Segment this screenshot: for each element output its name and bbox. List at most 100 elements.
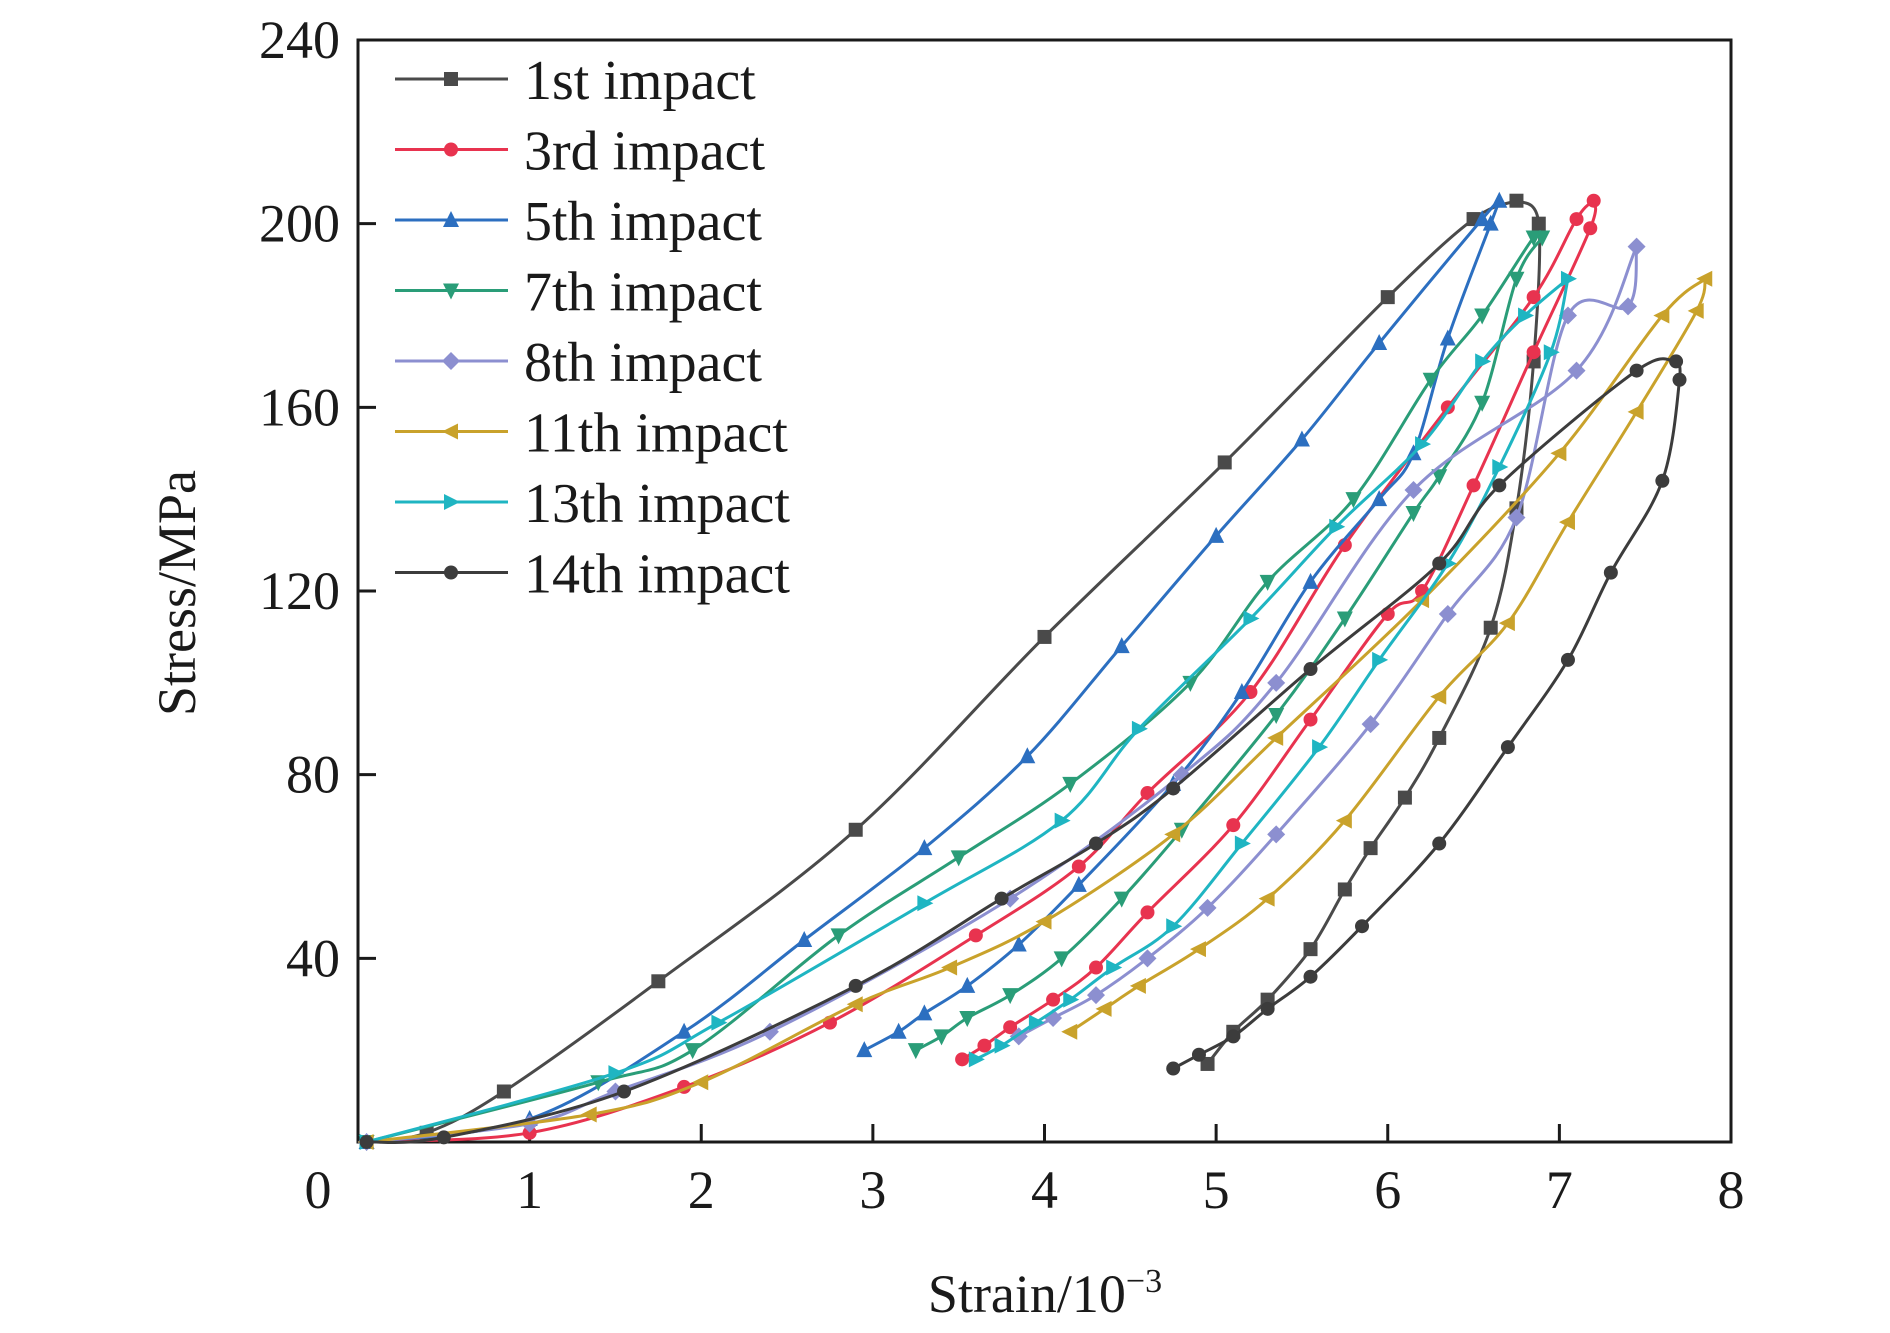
data-point	[1603, 565, 1618, 580]
data-point	[1088, 836, 1103, 851]
data-point	[1259, 574, 1276, 591]
data-point	[1063, 991, 1080, 1008]
data-point	[1037, 629, 1052, 644]
y-tick-label: 120	[259, 561, 340, 621]
x-tick-label: 4	[1031, 1160, 1058, 1220]
data-point	[1687, 302, 1704, 319]
data-point	[848, 822, 863, 837]
data-point	[1531, 216, 1546, 231]
data-point	[1543, 344, 1560, 361]
data-point	[1498, 615, 1515, 632]
data-point	[1335, 812, 1352, 829]
x-tick-label: 1	[516, 1160, 543, 1220]
data-point	[1415, 436, 1432, 453]
data-point	[1234, 835, 1251, 852]
data-point	[1166, 918, 1183, 935]
series-8	[359, 354, 1687, 1149]
legend-label: 14th impact	[524, 544, 790, 606]
legend-item: 3rd impact	[395, 121, 765, 183]
data-point	[830, 928, 847, 945]
data-point	[1010, 935, 1027, 952]
data-point	[496, 1084, 511, 1099]
legend-marker	[442, 352, 460, 370]
data-point	[933, 1029, 950, 1046]
data-point	[1233, 683, 1250, 700]
data-point	[1432, 556, 1447, 571]
data-point	[1432, 836, 1447, 851]
data-point	[1655, 473, 1670, 488]
legend-item: 13th impact	[395, 473, 790, 535]
data-point	[359, 1135, 374, 1149]
legend-label: 3rd impact	[524, 121, 765, 183]
data-point	[1422, 372, 1439, 389]
data-point	[1303, 712, 1318, 727]
x-axis-title: Strain/10−3	[928, 1263, 1162, 1324]
data-point	[1198, 898, 1217, 917]
data-point	[1653, 307, 1670, 324]
data-point	[1088, 960, 1103, 975]
y-axis-title: Stress/MPa	[147, 470, 207, 716]
data-point	[1166, 781, 1181, 796]
data-point	[1226, 1029, 1241, 1044]
data-point	[846, 996, 863, 1013]
data-point	[1372, 651, 1389, 668]
data-point	[617, 1084, 632, 1099]
data-point	[1002, 988, 1019, 1005]
data-point	[1558, 514, 1575, 531]
data-point	[1431, 469, 1448, 486]
data-point	[1106, 959, 1123, 976]
data-point	[1129, 977, 1146, 994]
data-point	[651, 974, 666, 989]
data-point	[1439, 329, 1456, 346]
legend-label: 11th impact	[524, 403, 788, 465]
data-point	[994, 891, 1009, 906]
data-point	[1567, 361, 1586, 380]
data-point	[1208, 526, 1225, 543]
x-tick-label: 5	[1203, 1160, 1230, 1220]
legend: 1st impact 3rd impact 5th impact 7th impact…	[395, 50, 790, 606]
data-point	[1267, 825, 1286, 844]
data-point	[1173, 822, 1190, 839]
legend-label: 8th impact	[524, 332, 762, 394]
data-point	[1217, 455, 1232, 470]
data-point	[1550, 445, 1567, 462]
data-point	[1061, 1023, 1078, 1040]
data-point	[1430, 688, 1447, 705]
data-point	[1164, 826, 1181, 843]
data-point	[1053, 951, 1070, 968]
legend-marker	[444, 142, 458, 157]
data-point	[848, 978, 863, 993]
data-point	[941, 959, 958, 976]
data-point	[1474, 395, 1491, 412]
data-point	[1583, 221, 1598, 236]
data-point	[1627, 403, 1644, 420]
legend-marker	[443, 211, 459, 227]
data-point	[1509, 193, 1524, 208]
data-point	[1371, 490, 1388, 507]
legend-label: 7th impact	[524, 262, 762, 324]
data-point	[1397, 790, 1412, 805]
data-point	[1432, 730, 1447, 745]
data-point	[1113, 637, 1130, 654]
legend-item: 7th impact	[395, 262, 762, 324]
data-point	[711, 1014, 728, 1031]
series-layer	[357, 191, 1713, 1151]
data-point	[1619, 297, 1638, 316]
data-point	[1629, 363, 1644, 378]
data-point	[1404, 480, 1423, 499]
data-point	[1028, 1014, 1045, 1031]
data-point	[1258, 890, 1275, 907]
legend-label: 13th impact	[524, 473, 790, 535]
data-point	[796, 930, 813, 947]
data-point	[1267, 729, 1284, 746]
data-point	[1226, 818, 1241, 833]
y-tick-label: 160	[259, 377, 340, 437]
tick-labels: 0 1 2 3 4 5 6 7 8 40 80 120 160 200 240	[259, 10, 1745, 1220]
y-tick-label: 80	[286, 745, 340, 805]
data-point	[1371, 334, 1388, 351]
series-6	[357, 270, 1713, 1150]
data-point	[1303, 942, 1318, 957]
data-point	[890, 1022, 907, 1039]
data-point	[676, 1022, 693, 1039]
data-point	[1355, 919, 1370, 934]
